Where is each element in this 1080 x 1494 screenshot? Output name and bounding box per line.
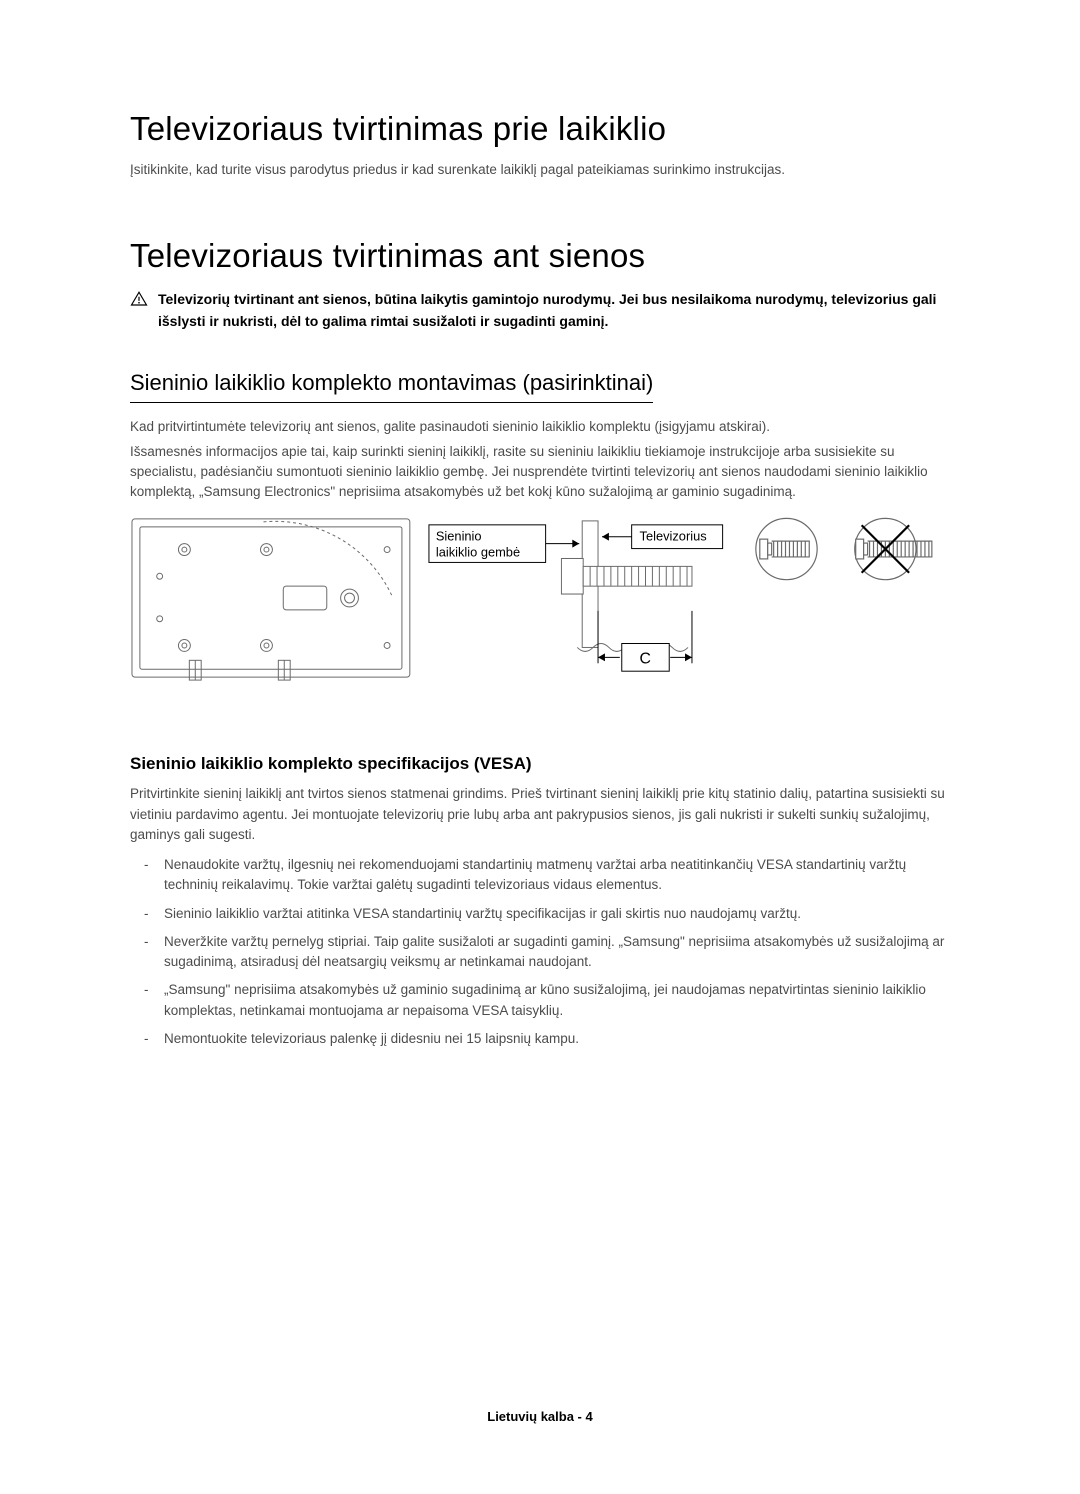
list-item: Neveržkite varžtų pernelyg stipriai. Tai… <box>150 932 950 973</box>
svg-text:laikiklio gembė: laikiklio gembė <box>436 545 520 560</box>
subsection-2-p1: Pritvirtinkite sieninį laikiklį ant tvir… <box>130 784 950 845</box>
screw-icons-diagram <box>742 516 950 586</box>
list-item: „Samsung" neprisiima atsakomybės už gami… <box>150 980 950 1021</box>
label-bracket: Sieninio <box>436 529 482 544</box>
subsection-2-title: Sieninio laikiklio komplekto specifikaci… <box>130 754 950 774</box>
tv-back-diagram <box>130 516 412 684</box>
subsection-1-p2: Išsamesnės informacijos apie tai, kaip s… <box>130 442 950 503</box>
subsection-1-p1: Kad pritvirtintumėte televizorių ant sie… <box>130 417 950 437</box>
label-c: C <box>639 651 650 668</box>
bullet-list: Nenaudokite varžtų, ilgesnių nei rekomen… <box>130 855 950 1049</box>
screw-cross-section-diagram: Sieninio laikiklio gembė Televizorius C <box>424 516 731 684</box>
page-footer: Lietuvių kalba - 4 <box>0 1409 1080 1424</box>
diagram-row: Sieninio laikiklio gembė Televizorius C <box>130 516 950 684</box>
section-1-title: Televizoriaus tvirtinimas prie laikiklio <box>130 110 950 148</box>
warning-text: Televizorių tvirtinant ant sienos, būtin… <box>158 289 950 332</box>
warning-icon <box>130 290 148 308</box>
label-tv: Televizorius <box>639 529 706 544</box>
list-item: Nenaudokite varžtų, ilgesnių nei rekomen… <box>150 855 950 896</box>
list-item: Sieninio laikiklio varžtai atitinka VESA… <box>150 904 950 924</box>
subsection-1-title: Sieninio laikiklio komplekto montavimas … <box>130 370 653 403</box>
list-item: Nemontuokite televizoriaus palenkę jį di… <box>150 1029 950 1049</box>
warning-row: Televizorių tvirtinant ant sienos, būtin… <box>130 289 950 332</box>
section-1-intro: Įsitikinkite, kad turite visus parodytus… <box>130 162 950 177</box>
section-2-title: Televizoriaus tvirtinimas ant sienos <box>130 237 950 275</box>
